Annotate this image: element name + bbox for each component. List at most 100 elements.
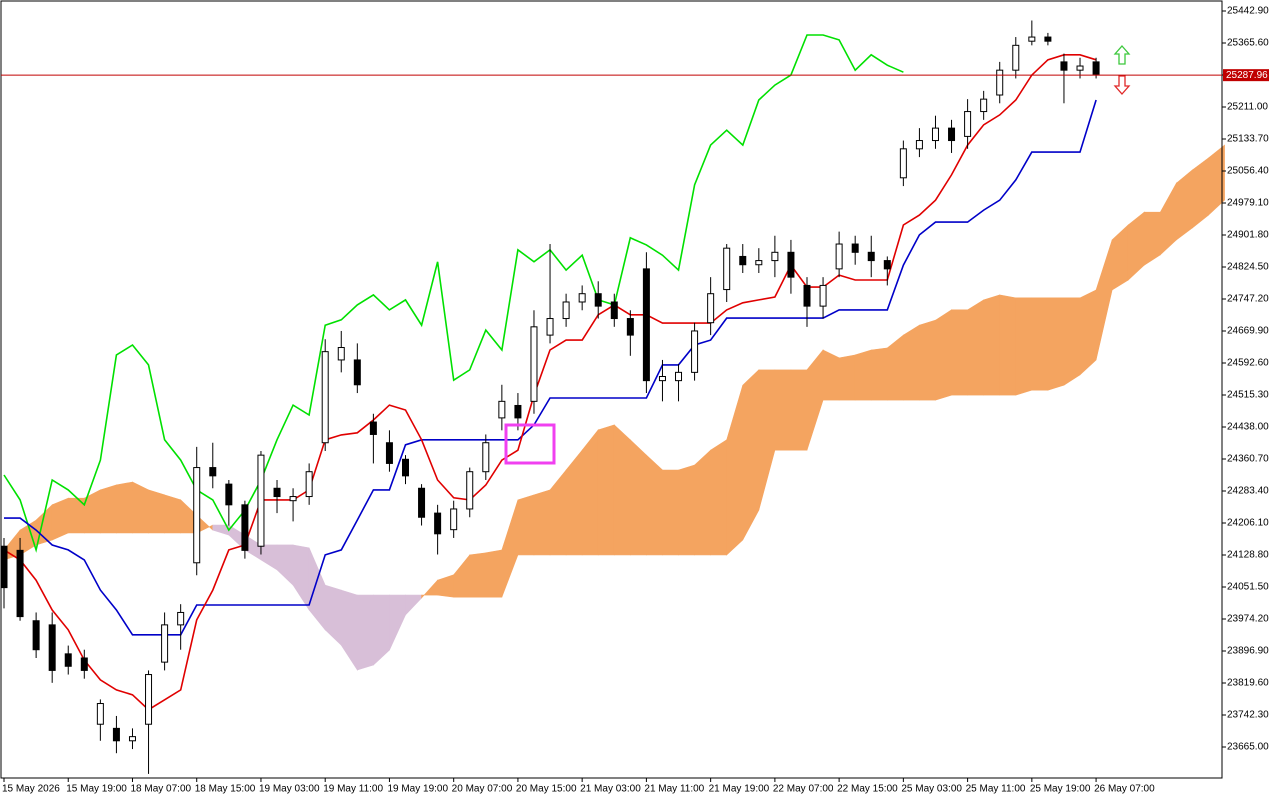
candle-body	[787, 251, 795, 278]
candle-body	[498, 400, 506, 419]
cloud-segment	[967, 299, 984, 396]
y-tick-label: 24515.30	[1227, 390, 1269, 401]
x-tick-label: 20 May 07:00	[452, 784, 513, 795]
cloud-segment	[164, 494, 181, 534]
cloud-segment	[774, 369, 792, 451]
plot-frame	[0, 0, 1223, 779]
candle-body	[353, 359, 361, 386]
candle-body	[562, 301, 570, 320]
candle-body	[418, 487, 426, 518]
cloud-segment	[999, 294, 1017, 396]
y-tick-label: 25056.40	[1227, 166, 1269, 177]
candle-body	[546, 318, 554, 336]
candle-body	[723, 247, 731, 291]
candle-body	[707, 293, 715, 324]
candle-body	[225, 483, 233, 506]
candle-body	[32, 620, 40, 651]
cloud-segment	[148, 489, 165, 534]
highlight-box	[504, 423, 556, 465]
x-tick-label: 19 May 19:00	[387, 784, 448, 795]
candle-body	[48, 624, 56, 671]
candle-body	[819, 284, 827, 307]
cloud-segment	[1015, 297, 1033, 396]
cloud-segment	[1031, 297, 1049, 391]
candle-body	[915, 140, 923, 150]
cloud-segment	[1047, 297, 1065, 391]
candle-body	[675, 371, 683, 382]
candle-body	[771, 251, 779, 262]
candle-body	[964, 111, 972, 137]
cloud-segment	[517, 494, 535, 556]
cloud-segment	[742, 369, 760, 541]
candle-body	[514, 404, 522, 419]
cloud-segment	[646, 454, 663, 556]
x-tick-label: 21 May 19:00	[709, 784, 770, 795]
candle-body	[16, 549, 24, 618]
candle-body	[835, 243, 843, 270]
cloud-segment	[694, 449, 711, 556]
cloud-segment	[613, 424, 631, 556]
candle-body	[385, 442, 393, 464]
candle-body	[1060, 61, 1068, 71]
candle-body	[1092, 61, 1100, 75]
y-tick-label: 24438.00	[1227, 422, 1269, 433]
candle-body	[899, 148, 907, 179]
candle-body	[273, 487, 281, 498]
candle-body	[112, 727, 120, 742]
cloud-segment	[1208, 144, 1225, 216]
sell-arrow	[1113, 75, 1131, 95]
candle-body	[578, 293, 586, 303]
cloud-segment	[469, 552, 487, 598]
candle-body	[209, 467, 217, 477]
candle-body	[1028, 36, 1036, 42]
candle-body	[658, 375, 666, 382]
cloud-segment	[935, 309, 952, 401]
buy-arrow	[1113, 45, 1131, 65]
candle-body	[642, 268, 650, 382]
candle-body	[177, 611, 185, 626]
candle-body	[161, 624, 169, 663]
x-tick-label: 26 May 07:00	[1094, 784, 1155, 795]
candle-body	[305, 471, 313, 498]
candle-body	[337, 347, 345, 361]
candle-body	[948, 127, 956, 142]
y-tick-label: 24206.10	[1227, 518, 1269, 529]
candle-body	[96, 703, 104, 725]
cloud-segment	[533, 489, 551, 556]
x-tick-label: 15 May 19:00	[66, 784, 127, 795]
cloud-segment	[983, 294, 1001, 396]
candle-body	[691, 330, 699, 373]
cloud-segment	[1079, 289, 1097, 376]
y-tick-label: 24979.10	[1227, 198, 1269, 209]
y-tick-label: 25133.70	[1227, 134, 1269, 145]
candle-body	[0, 545, 8, 589]
cloud-segment	[838, 354, 856, 401]
cloud-segment	[630, 439, 647, 556]
x-tick-label: 18 May 07:00	[130, 784, 191, 795]
cloud-segment	[903, 324, 920, 401]
x-tick-label: 19 May 03:00	[259, 784, 320, 795]
x-tick-label: 18 May 15:00	[195, 784, 256, 795]
x-tick-label: 21 May 03:00	[580, 784, 641, 795]
candle-body	[755, 260, 763, 266]
candle-body	[626, 318, 634, 336]
candle-body	[80, 657, 88, 671]
y-tick-label: 23665.00	[1227, 742, 1269, 753]
candle-body	[931, 127, 939, 142]
y-tick-label: 23974.20	[1227, 614, 1269, 625]
y-tick-label: 23819.60	[1227, 678, 1269, 689]
cloud-segment	[951, 309, 968, 396]
cloud-segment	[597, 424, 615, 556]
x-tick-label: 25 May 11:00	[966, 784, 1026, 795]
cloud-segment	[678, 464, 695, 556]
x-tick-label: 25 May 19:00	[1030, 784, 1091, 795]
y-tick-label: 25442.90	[1227, 6, 1269, 17]
cloud-segment	[132, 481, 149, 534]
cloud-segment	[100, 484, 117, 534]
y-tick-label: 24283.40	[1227, 486, 1269, 497]
candle-body	[996, 69, 1004, 96]
y-tick-label: 24747.20	[1227, 294, 1269, 305]
indicator-line	[3, 54, 1097, 711]
x-tick-label: 25 May 03:00	[901, 784, 962, 795]
